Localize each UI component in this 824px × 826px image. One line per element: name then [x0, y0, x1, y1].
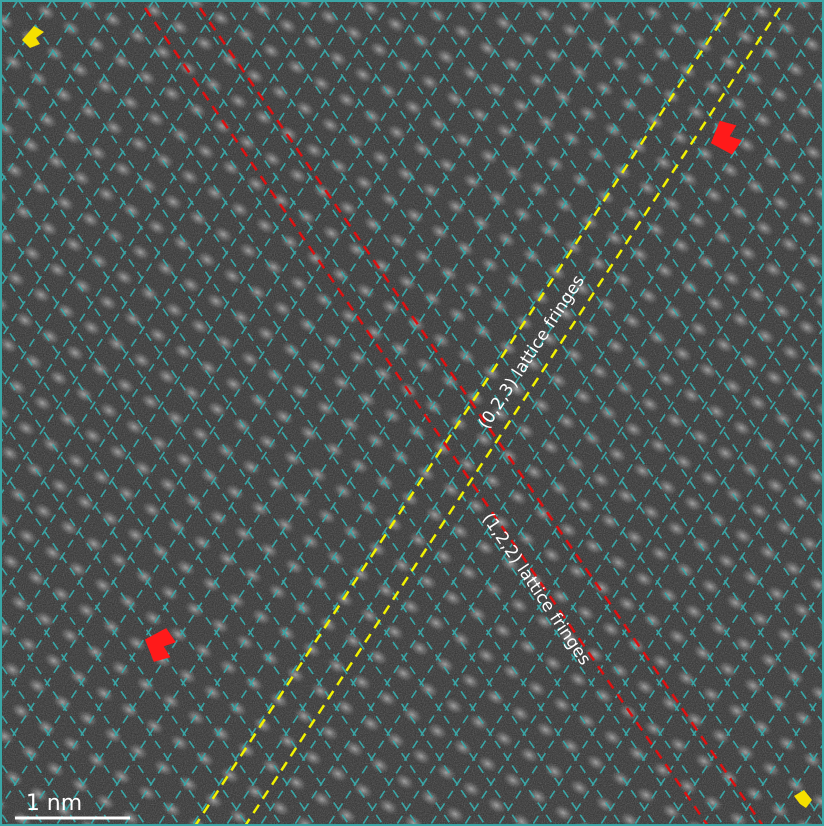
page: (0,2,3) lattice fringes (1,2,2) lattice …: [0, 0, 824, 826]
scale-label: 1 nm: [26, 791, 82, 816]
noise: [0, 0, 824, 826]
micrograph: (0,2,3) lattice fringes (1,2,2) lattice …: [0, 0, 824, 826]
